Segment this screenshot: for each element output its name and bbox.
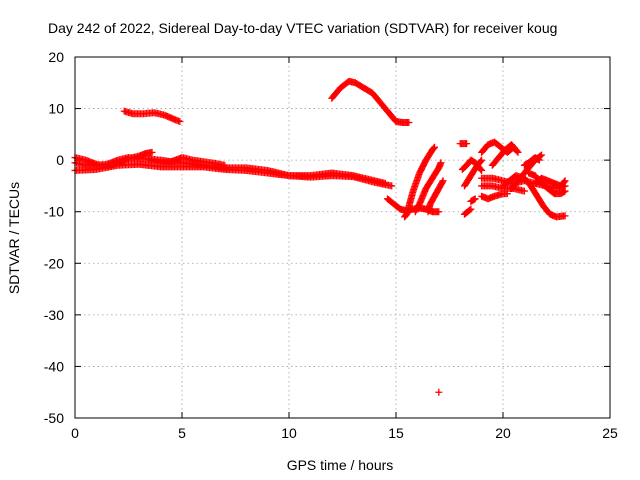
series-outlier [435,388,443,396]
data-point [538,151,546,159]
x-tick-label: 0 [71,425,79,441]
series-arc-4 [146,154,229,169]
series-arc-6 [328,77,413,126]
data-point [467,205,475,213]
y-tick-label: -30 [44,307,64,323]
data-point [513,147,521,155]
data-point [560,178,568,186]
data-point [431,143,439,151]
y-axis-label: SDTVAR / TECUs [6,182,22,294]
y-tick-label: -10 [44,204,64,220]
y-tick-label: 20 [48,49,64,65]
data-point [430,144,438,152]
data-point [477,157,485,165]
series-arc-13 [460,156,486,190]
x-tick-label: 15 [388,425,404,441]
x-tick-label: 5 [178,425,186,441]
chart-title: Day 242 of 2022, Sidereal Day-to-day VTE… [48,20,557,36]
data-point [221,161,229,169]
series-arc-14 [460,205,475,218]
y-tick-label: 10 [48,101,64,117]
data-point [536,152,544,160]
data-point [435,208,443,216]
data-point [148,148,156,156]
x-tick-label: 10 [281,425,297,441]
data-point [561,212,569,220]
series-arc-8 [401,143,439,221]
series-arc-18 [488,141,522,169]
data-point [438,178,446,186]
data-point [435,388,443,396]
x-axis-label: GPS time / hours [287,457,394,473]
y-tick-label: 0 [56,152,64,168]
x-tick-label: 20 [495,425,511,441]
series-arc-16 [478,190,511,203]
data-point [466,206,474,214]
data-point [463,140,471,148]
x-tick-label: 25 [602,425,618,441]
data-point [478,156,486,164]
series-arc-10 [424,177,447,216]
data-point [561,177,569,185]
plot-frame [74,56,611,419]
series-arc-15 [467,195,479,205]
series-arc-2 [71,160,396,190]
data-point [437,159,445,167]
grid-layer [75,57,610,418]
data-point [520,187,528,195]
data-point [439,177,447,185]
y-tick-label: -40 [44,358,64,374]
series-arc-5 [120,107,184,125]
data-point [535,156,543,164]
series-arc-9 [411,159,445,216]
series-arc-3 [71,148,156,170]
data-point [388,182,396,190]
series-arc-25 [520,154,543,169]
series-arc-11 [456,140,471,148]
data-point [471,195,479,203]
y-tick-label: -50 [44,410,64,426]
data-point [561,187,569,195]
y-tick-label: -20 [44,255,64,271]
series-arc-21 [499,172,569,221]
series-arc-24 [525,169,569,198]
data-point [405,118,413,126]
data-point [478,166,486,174]
data-layer [71,77,569,396]
data-point [176,117,184,125]
data-point [514,148,522,156]
